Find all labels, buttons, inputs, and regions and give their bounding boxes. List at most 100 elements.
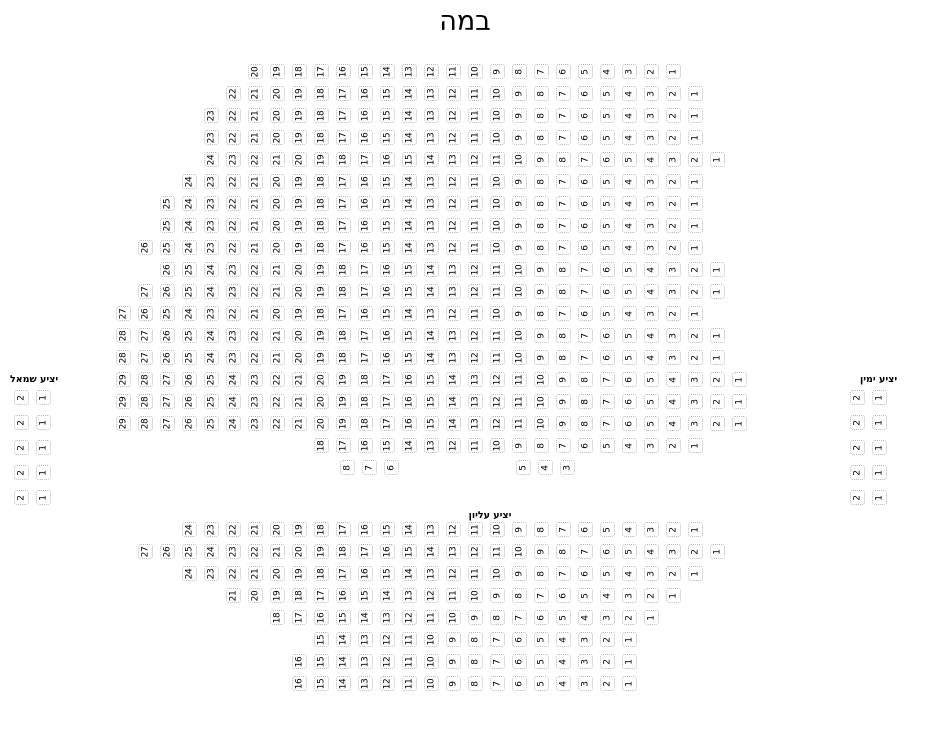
- seat[interactable]: 12: [468, 544, 483, 559]
- seat[interactable]: 20: [248, 64, 263, 79]
- seat[interactable]: 13: [424, 86, 439, 101]
- seat[interactable]: 6: [578, 218, 593, 233]
- seat[interactable]: 5: [622, 544, 637, 559]
- seat[interactable]: 25: [204, 372, 219, 387]
- seat[interactable]: 26: [182, 394, 197, 409]
- seat[interactable]: 4: [644, 284, 659, 299]
- seat[interactable]: 22: [226, 218, 241, 233]
- seat[interactable]: 4: [644, 350, 659, 365]
- seat[interactable]: 16: [358, 130, 373, 145]
- seat[interactable]: 13: [402, 588, 417, 603]
- seat[interactable]: 13: [358, 676, 373, 691]
- seat[interactable]: 15: [402, 262, 417, 277]
- seat[interactable]: 10: [446, 610, 461, 625]
- seat[interactable]: 4: [600, 588, 615, 603]
- seat[interactable]: 8: [556, 262, 571, 277]
- seat[interactable]: 11: [490, 262, 505, 277]
- seat[interactable]: 4: [578, 610, 593, 625]
- seat[interactable]: 23: [204, 240, 219, 255]
- seat[interactable]: 22: [248, 544, 263, 559]
- seat[interactable]: 7: [534, 588, 549, 603]
- seat[interactable]: 22: [226, 86, 241, 101]
- seat[interactable]: 5: [644, 416, 659, 431]
- seat[interactable]: 12: [490, 394, 505, 409]
- seat[interactable]: 3: [644, 566, 659, 581]
- seat[interactable]: 14: [336, 654, 351, 669]
- seat[interactable]: 19: [314, 152, 329, 167]
- seat[interactable]: 12: [380, 676, 395, 691]
- seat[interactable]: 5: [578, 64, 593, 79]
- seat[interactable]: 3: [666, 328, 681, 343]
- seat[interactable]: 15: [380, 108, 395, 123]
- seat[interactable]: 4: [622, 108, 637, 123]
- seat[interactable]: 5: [600, 522, 615, 537]
- seat[interactable]: 13: [446, 350, 461, 365]
- seat[interactable]: 3: [666, 262, 681, 277]
- seat[interactable]: 20: [314, 416, 329, 431]
- seat[interactable]: 19: [292, 218, 307, 233]
- seat[interactable]: 7: [490, 676, 505, 691]
- seat[interactable]: 26: [138, 306, 153, 321]
- seat[interactable]: 29: [116, 394, 131, 409]
- seat[interactable]: 23: [204, 566, 219, 581]
- seat[interactable]: 19: [336, 372, 351, 387]
- seat[interactable]: 7: [556, 196, 571, 211]
- seat[interactable]: 13: [424, 566, 439, 581]
- seat[interactable]: 9: [534, 284, 549, 299]
- seat[interactable]: 22: [270, 416, 285, 431]
- seat[interactable]: 3: [578, 632, 593, 647]
- seat[interactable]: 1: [688, 438, 703, 453]
- seat[interactable]: 22: [226, 174, 241, 189]
- seat[interactable]: 2: [600, 654, 615, 669]
- seat[interactable]: 8: [468, 676, 483, 691]
- seat[interactable]: 13: [424, 240, 439, 255]
- seat[interactable]: 12: [490, 416, 505, 431]
- seat[interactable]: 4: [538, 460, 553, 475]
- seat[interactable]: 16: [336, 588, 351, 603]
- seat[interactable]: 23: [248, 394, 263, 409]
- seat[interactable]: 12: [468, 152, 483, 167]
- seat[interactable]: 20: [270, 196, 285, 211]
- seat[interactable]: 4: [644, 328, 659, 343]
- seat[interactable]: 7: [556, 240, 571, 255]
- seat[interactable]: 8: [534, 438, 549, 453]
- seat[interactable]: 14: [380, 64, 395, 79]
- seat[interactable]: 18: [314, 218, 329, 233]
- seat[interactable]: 27: [138, 350, 153, 365]
- seat[interactable]: 5: [600, 306, 615, 321]
- seat[interactable]: 12: [380, 632, 395, 647]
- seat[interactable]: 7: [578, 544, 593, 559]
- seat[interactable]: 4: [622, 174, 637, 189]
- seat[interactable]: 1: [666, 588, 681, 603]
- seat[interactable]: 17: [380, 394, 395, 409]
- seat[interactable]: 24: [182, 196, 197, 211]
- seat[interactable]: 16: [358, 218, 373, 233]
- seat[interactable]: 11: [490, 350, 505, 365]
- seat[interactable]: 24: [204, 262, 219, 277]
- seat[interactable]: 9: [534, 544, 549, 559]
- seat[interactable]: 18: [314, 566, 329, 581]
- seat[interactable]: 19: [336, 416, 351, 431]
- seat[interactable]: 3: [644, 438, 659, 453]
- seat[interactable]: 3: [644, 196, 659, 211]
- seat[interactable]: 2: [850, 440, 865, 455]
- seat[interactable]: 13: [380, 610, 395, 625]
- seat[interactable]: 3: [644, 130, 659, 145]
- seat[interactable]: 20: [292, 544, 307, 559]
- seat[interactable]: 10: [534, 416, 549, 431]
- seat[interactable]: 2: [688, 350, 703, 365]
- seat[interactable]: 12: [446, 196, 461, 211]
- seat[interactable]: 25: [204, 416, 219, 431]
- seat[interactable]: 16: [380, 152, 395, 167]
- seat[interactable]: 16: [358, 438, 373, 453]
- seat[interactable]: 5: [600, 174, 615, 189]
- seat[interactable]: 15: [402, 328, 417, 343]
- seat[interactable]: 19: [314, 544, 329, 559]
- seat[interactable]: 24: [226, 372, 241, 387]
- seat[interactable]: 6: [622, 416, 637, 431]
- seat[interactable]: 1: [688, 522, 703, 537]
- seat[interactable]: 2: [622, 610, 637, 625]
- seat[interactable]: 23: [226, 152, 241, 167]
- seat[interactable]: 20: [270, 218, 285, 233]
- seat[interactable]: 2: [14, 465, 29, 480]
